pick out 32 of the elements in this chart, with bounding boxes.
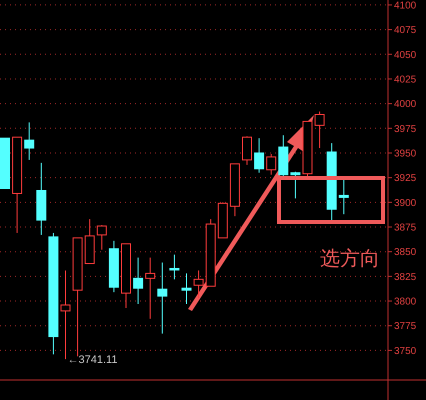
candlestick <box>145 257 156 320</box>
candlestick <box>290 171 300 199</box>
y-tick-label: 3750 <box>394 346 417 357</box>
candlestick <box>242 136 252 166</box>
y-tick-label: 3875 <box>394 222 417 234</box>
y-tick-label: 4100 <box>394 0 417 12</box>
candlestick <box>24 122 34 160</box>
candlestick <box>157 262 168 334</box>
y-tick-label: 4025 <box>394 74 417 86</box>
y-tick-label: 3950 <box>394 148 417 160</box>
y-tick-label: 3825 <box>394 272 417 283</box>
candlestick <box>266 153 276 176</box>
candlestick <box>194 270 204 299</box>
annotation: 选方向 <box>320 247 380 270</box>
candlestick <box>182 272 192 304</box>
candlestick <box>96 224 107 250</box>
y-tick-label: 4000 <box>394 99 417 110</box>
y-tick-label: 3900 <box>394 198 417 209</box>
y-tick-label: 3800 <box>394 296 417 308</box>
candlestick <box>133 257 144 304</box>
y-tick-label: 4050 <box>394 50 417 61</box>
candlestick <box>254 138 264 174</box>
candlestick <box>169 254 180 280</box>
annotation: ←3741.11 <box>68 354 118 366</box>
y-tick-label: 3775 <box>394 321 417 332</box>
candlestick <box>60 270 70 360</box>
y-tick-label: 3850 <box>394 247 417 258</box>
candlestick <box>314 111 325 149</box>
y-tick-label: 4075 <box>394 25 417 36</box>
y-tick-label: 3975 <box>394 124 417 135</box>
y-tick-label: 3925 <box>394 173 417 184</box>
candlestick <box>338 177 349 215</box>
